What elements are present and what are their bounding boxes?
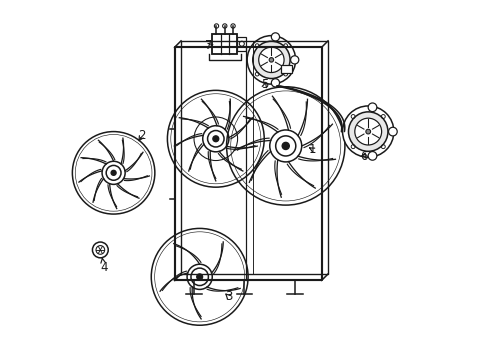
Text: 2: 2 <box>138 129 146 142</box>
Circle shape <box>92 242 108 258</box>
Circle shape <box>191 268 208 285</box>
Circle shape <box>282 143 289 149</box>
Text: 7: 7 <box>204 39 212 52</box>
Circle shape <box>367 103 376 112</box>
Circle shape <box>207 131 224 147</box>
Bar <box>237 37 246 51</box>
Circle shape <box>258 47 284 73</box>
Circle shape <box>290 56 298 64</box>
Circle shape <box>222 24 226 28</box>
Circle shape <box>275 136 295 156</box>
Circle shape <box>246 36 295 84</box>
Circle shape <box>212 136 218 142</box>
Circle shape <box>111 170 116 175</box>
Circle shape <box>271 79 279 87</box>
Circle shape <box>271 33 279 41</box>
Text: 1: 1 <box>308 143 316 156</box>
Text: 3: 3 <box>224 290 232 303</box>
Bar <box>281 65 291 73</box>
Circle shape <box>342 106 393 157</box>
Circle shape <box>268 58 273 62</box>
Circle shape <box>214 24 218 28</box>
Circle shape <box>252 41 289 78</box>
Circle shape <box>106 165 121 180</box>
Circle shape <box>230 24 235 28</box>
Bar <box>212 34 237 54</box>
Text: 6: 6 <box>359 150 366 163</box>
Circle shape <box>196 274 202 280</box>
Circle shape <box>354 118 381 145</box>
Text: 5: 5 <box>261 78 268 91</box>
Circle shape <box>365 129 370 134</box>
Circle shape <box>367 152 376 160</box>
Circle shape <box>348 112 387 151</box>
Circle shape <box>388 127 396 136</box>
Text: 4: 4 <box>100 258 107 274</box>
